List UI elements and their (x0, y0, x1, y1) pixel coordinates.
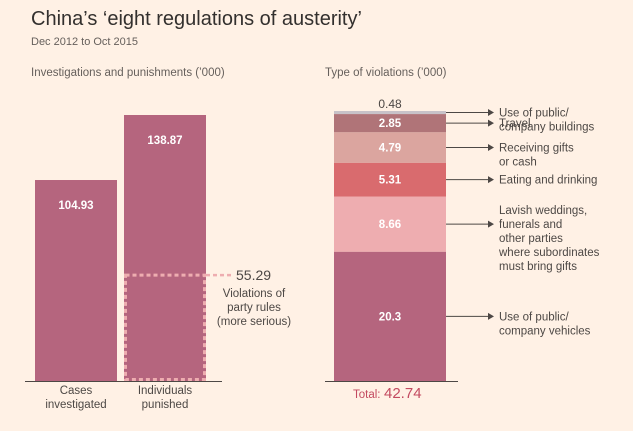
segment-label-5-1: company buildings (499, 122, 595, 134)
segment-label-0-1: company vehicles (499, 325, 591, 337)
segment-2 (334, 162, 446, 197)
bar-1 (124, 115, 206, 381)
segment-label-1-2: other parties (499, 233, 563, 245)
annotation-value: 55.29 (236, 267, 271, 283)
category-label-0-1: investigated (45, 399, 106, 411)
segment-label-3-0: Receiving gifts (499, 142, 574, 154)
segment-arrowhead-4 (488, 119, 494, 127)
segment-value-label-5: 0.48 (378, 97, 402, 111)
segment-label-1-0: Lavish weddings, (499, 205, 587, 217)
segment-value-label-4: 2.85 (379, 118, 402, 130)
segment-arrowhead-3 (488, 143, 494, 151)
segment-1 (334, 196, 446, 252)
total-label: Total: (353, 389, 381, 401)
total-value: 42.74 (384, 385, 422, 402)
annotation-text-2: (more serious) (217, 316, 291, 328)
segment-arrowhead-2 (488, 176, 494, 184)
left-panel-title: Investigations and punishments (’000) (31, 67, 225, 79)
bar-value-label-1: 138.87 (147, 135, 182, 147)
segment-label-1-1: funerals and (499, 219, 562, 231)
segment-value-label-3: 4.79 (379, 142, 401, 154)
segment-label-4-0: Travel (499, 118, 531, 130)
bar-value-label-0: 104.93 (58, 200, 93, 212)
annotation-text-0: Violations of (223, 288, 286, 300)
segment-label-5-0: Use of public/ (499, 108, 569, 120)
chart-subtitle: Dec 2012 to Oct 2015 (31, 36, 138, 48)
chart-title: China’s ‘eight regulations of austerity’ (31, 8, 362, 30)
segment-arrowhead-0 (488, 312, 494, 320)
segment-value-label-0: 20.3 (379, 311, 401, 323)
segment-label-1-3: where subordinates (498, 247, 600, 259)
category-label-0-0: Cases (60, 385, 93, 397)
annotation-text-1: party rules (227, 302, 281, 314)
right-panel-title: Type of violations (’000) (325, 67, 447, 79)
segment-label-2-0: Eating and drinking (499, 175, 597, 187)
segment-label-0-0: Use of public/ (499, 311, 569, 323)
segment-value-label-2: 5.31 (379, 175, 402, 187)
segment-0 (334, 251, 446, 381)
segment-5 (334, 111, 446, 115)
segment-4 (334, 114, 446, 133)
category-label-1-1: punished (142, 399, 189, 411)
segment-3 (334, 132, 446, 163)
segment-value-label-1: 8.66 (379, 219, 401, 231)
segment-label-1-4: must bring gifts (499, 261, 577, 273)
category-label-1-0: Individuals (138, 385, 193, 397)
segment-arrowhead-1 (488, 220, 494, 228)
segment-label-3-1: or cash (499, 156, 537, 168)
segment-arrowhead-5 (488, 109, 494, 117)
bar-0 (35, 180, 117, 381)
